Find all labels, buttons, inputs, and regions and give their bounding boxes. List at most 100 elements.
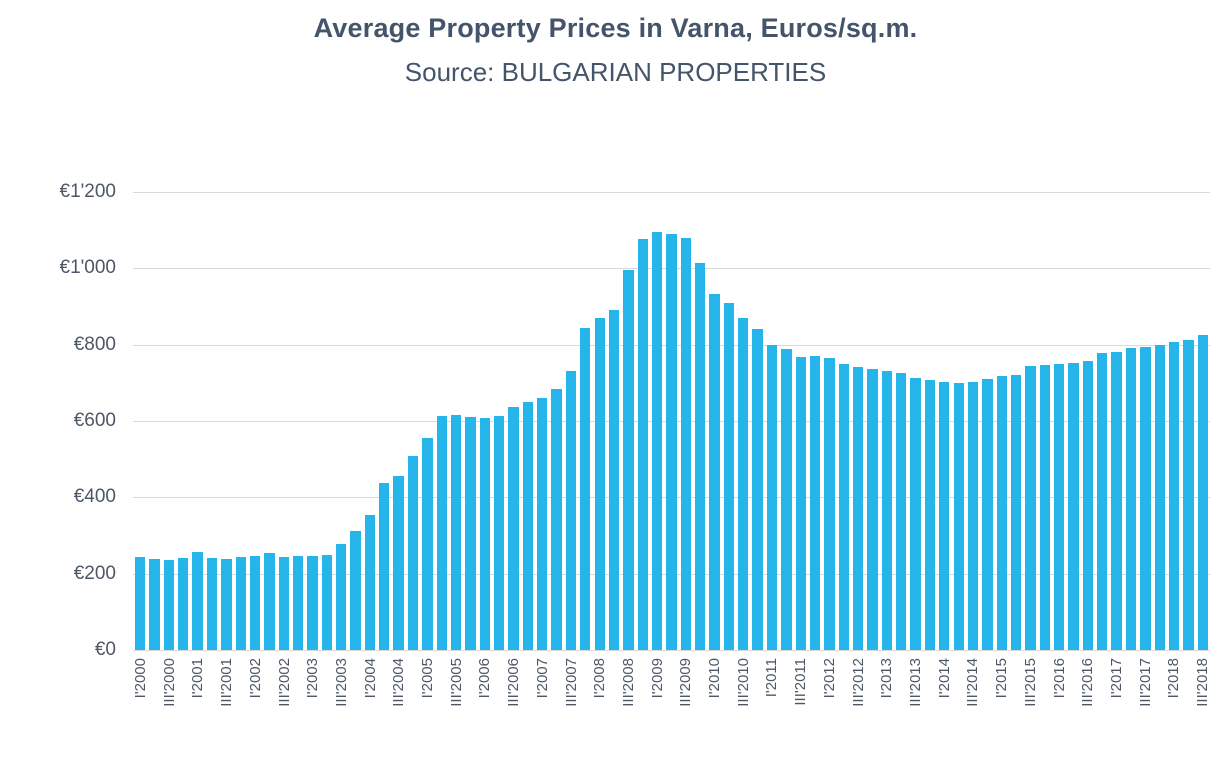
x-slot: I'2003 — [304, 658, 322, 776]
bar-slot — [478, 192, 492, 650]
x-axis-tick-label: III'2006 — [505, 658, 523, 707]
bar — [824, 358, 835, 650]
bar-slot — [923, 192, 937, 650]
x-slot — [234, 658, 248, 776]
x-axis-tick-label: III'2014 — [964, 658, 982, 707]
bar — [1168, 342, 1180, 650]
y-axis-tick-label: €1'200 — [59, 181, 116, 202]
bar-slot — [621, 192, 635, 650]
bar — [307, 556, 318, 650]
x-axis-tick-label: III'2017 — [1136, 658, 1154, 707]
bar — [522, 402, 534, 650]
bar — [1068, 362, 1079, 650]
bar — [407, 456, 419, 650]
bar — [565, 371, 577, 650]
bar-slot — [1109, 192, 1123, 650]
bar — [450, 414, 462, 650]
bar-slot — [837, 192, 851, 650]
bar — [1140, 346, 1151, 650]
bar — [623, 269, 634, 650]
bar — [221, 558, 232, 650]
bar — [651, 232, 663, 650]
bar — [465, 416, 476, 650]
x-slot — [722, 658, 736, 776]
bar-slot — [894, 192, 908, 650]
bar-slot — [305, 192, 319, 650]
bar — [422, 438, 433, 650]
bar — [494, 416, 505, 650]
bar-slot — [1052, 192, 1066, 650]
x-axis-tick-label: I'2009 — [648, 658, 666, 699]
x-slot: I'2016 — [1050, 658, 1068, 776]
bar — [1125, 348, 1137, 650]
x-slot: III'2015 — [1022, 658, 1039, 776]
x-slot: I'2011 — [763, 658, 780, 776]
x-slot: I'2007 — [534, 658, 551, 776]
x-slot — [263, 658, 277, 776]
bar-slot — [578, 192, 592, 650]
x-axis-tick-label: I'2014 — [935, 658, 953, 699]
x-slot: I'2000 — [132, 658, 149, 776]
x-slot — [550, 658, 564, 776]
bar — [206, 558, 218, 650]
bar — [637, 239, 648, 650]
bar-slot — [277, 192, 291, 650]
x-axis-tick-label: I'2003 — [304, 658, 322, 699]
bar-slot — [736, 192, 750, 650]
bar-slot — [291, 192, 305, 650]
x-axis-tick-label: I'2006 — [476, 658, 494, 699]
y-axis-tick-label: €600 — [73, 410, 116, 431]
bar-slot — [865, 192, 879, 650]
x-slot: III'2016 — [1079, 658, 1096, 776]
gridline — [133, 192, 1210, 193]
x-slot — [1181, 658, 1195, 776]
x-axis-tick-label: I'2010 — [706, 658, 724, 699]
bar — [666, 234, 677, 650]
bar-slot — [1066, 192, 1080, 650]
bar — [953, 382, 964, 650]
bar-slot — [363, 192, 377, 650]
y-axis-tick-label: €800 — [73, 333, 116, 355]
x-slot — [435, 658, 449, 776]
x-slot: I'2005 — [419, 658, 436, 776]
bar — [537, 397, 548, 650]
bar-slot — [966, 192, 980, 650]
x-slot: III'2012 — [849, 658, 867, 776]
x-axis-tick-label: III'2010 — [734, 658, 752, 707]
x-slot: III'2003 — [333, 658, 350, 776]
bar — [594, 318, 605, 650]
bar-slot — [190, 192, 204, 650]
plot-area — [133, 192, 1210, 651]
bar-slot — [650, 192, 664, 650]
bar-slot — [564, 192, 578, 650]
x-slot: I'2004 — [362, 658, 379, 776]
bar-slot — [449, 192, 463, 650]
x-axis-tick-label: III'2012 — [849, 658, 867, 707]
bar — [1054, 363, 1065, 650]
bar-slot — [248, 192, 262, 650]
x-slot: III'2010 — [734, 658, 752, 776]
x-slot: I'2010 — [706, 658, 724, 776]
x-axis-labels: I'2000 III'2000 I'2001 III'2001 I'2002 III'20… — [132, 658, 1212, 776]
bar — [178, 558, 189, 650]
bar-slot — [722, 192, 736, 650]
x-slot — [1038, 658, 1052, 776]
bar — [551, 388, 562, 650]
y-axis-labels: €0 €200 €400 €600 €800 €1'000 €1'200 — [0, 181, 122, 660]
bar-slot — [133, 192, 147, 650]
x-axis-tick-label: I'2016 — [1050, 658, 1068, 699]
bar — [910, 377, 921, 650]
bar — [235, 557, 246, 650]
x-slot: III'2017 — [1136, 658, 1154, 776]
x-axis-tick-label: I'2013 — [878, 658, 896, 699]
bar-slot — [1196, 192, 1210, 650]
x-slot — [349, 658, 363, 776]
bar-slot — [435, 192, 449, 650]
bar-slot — [535, 192, 549, 650]
x-slot — [607, 658, 621, 776]
x-slot: III'2000 — [160, 658, 178, 776]
x-axis-tick-label: III'2000 — [160, 658, 178, 707]
x-axis-tick-label: III'2018 — [1194, 658, 1212, 707]
bar-slot — [521, 192, 535, 650]
bar-slot — [750, 192, 764, 650]
